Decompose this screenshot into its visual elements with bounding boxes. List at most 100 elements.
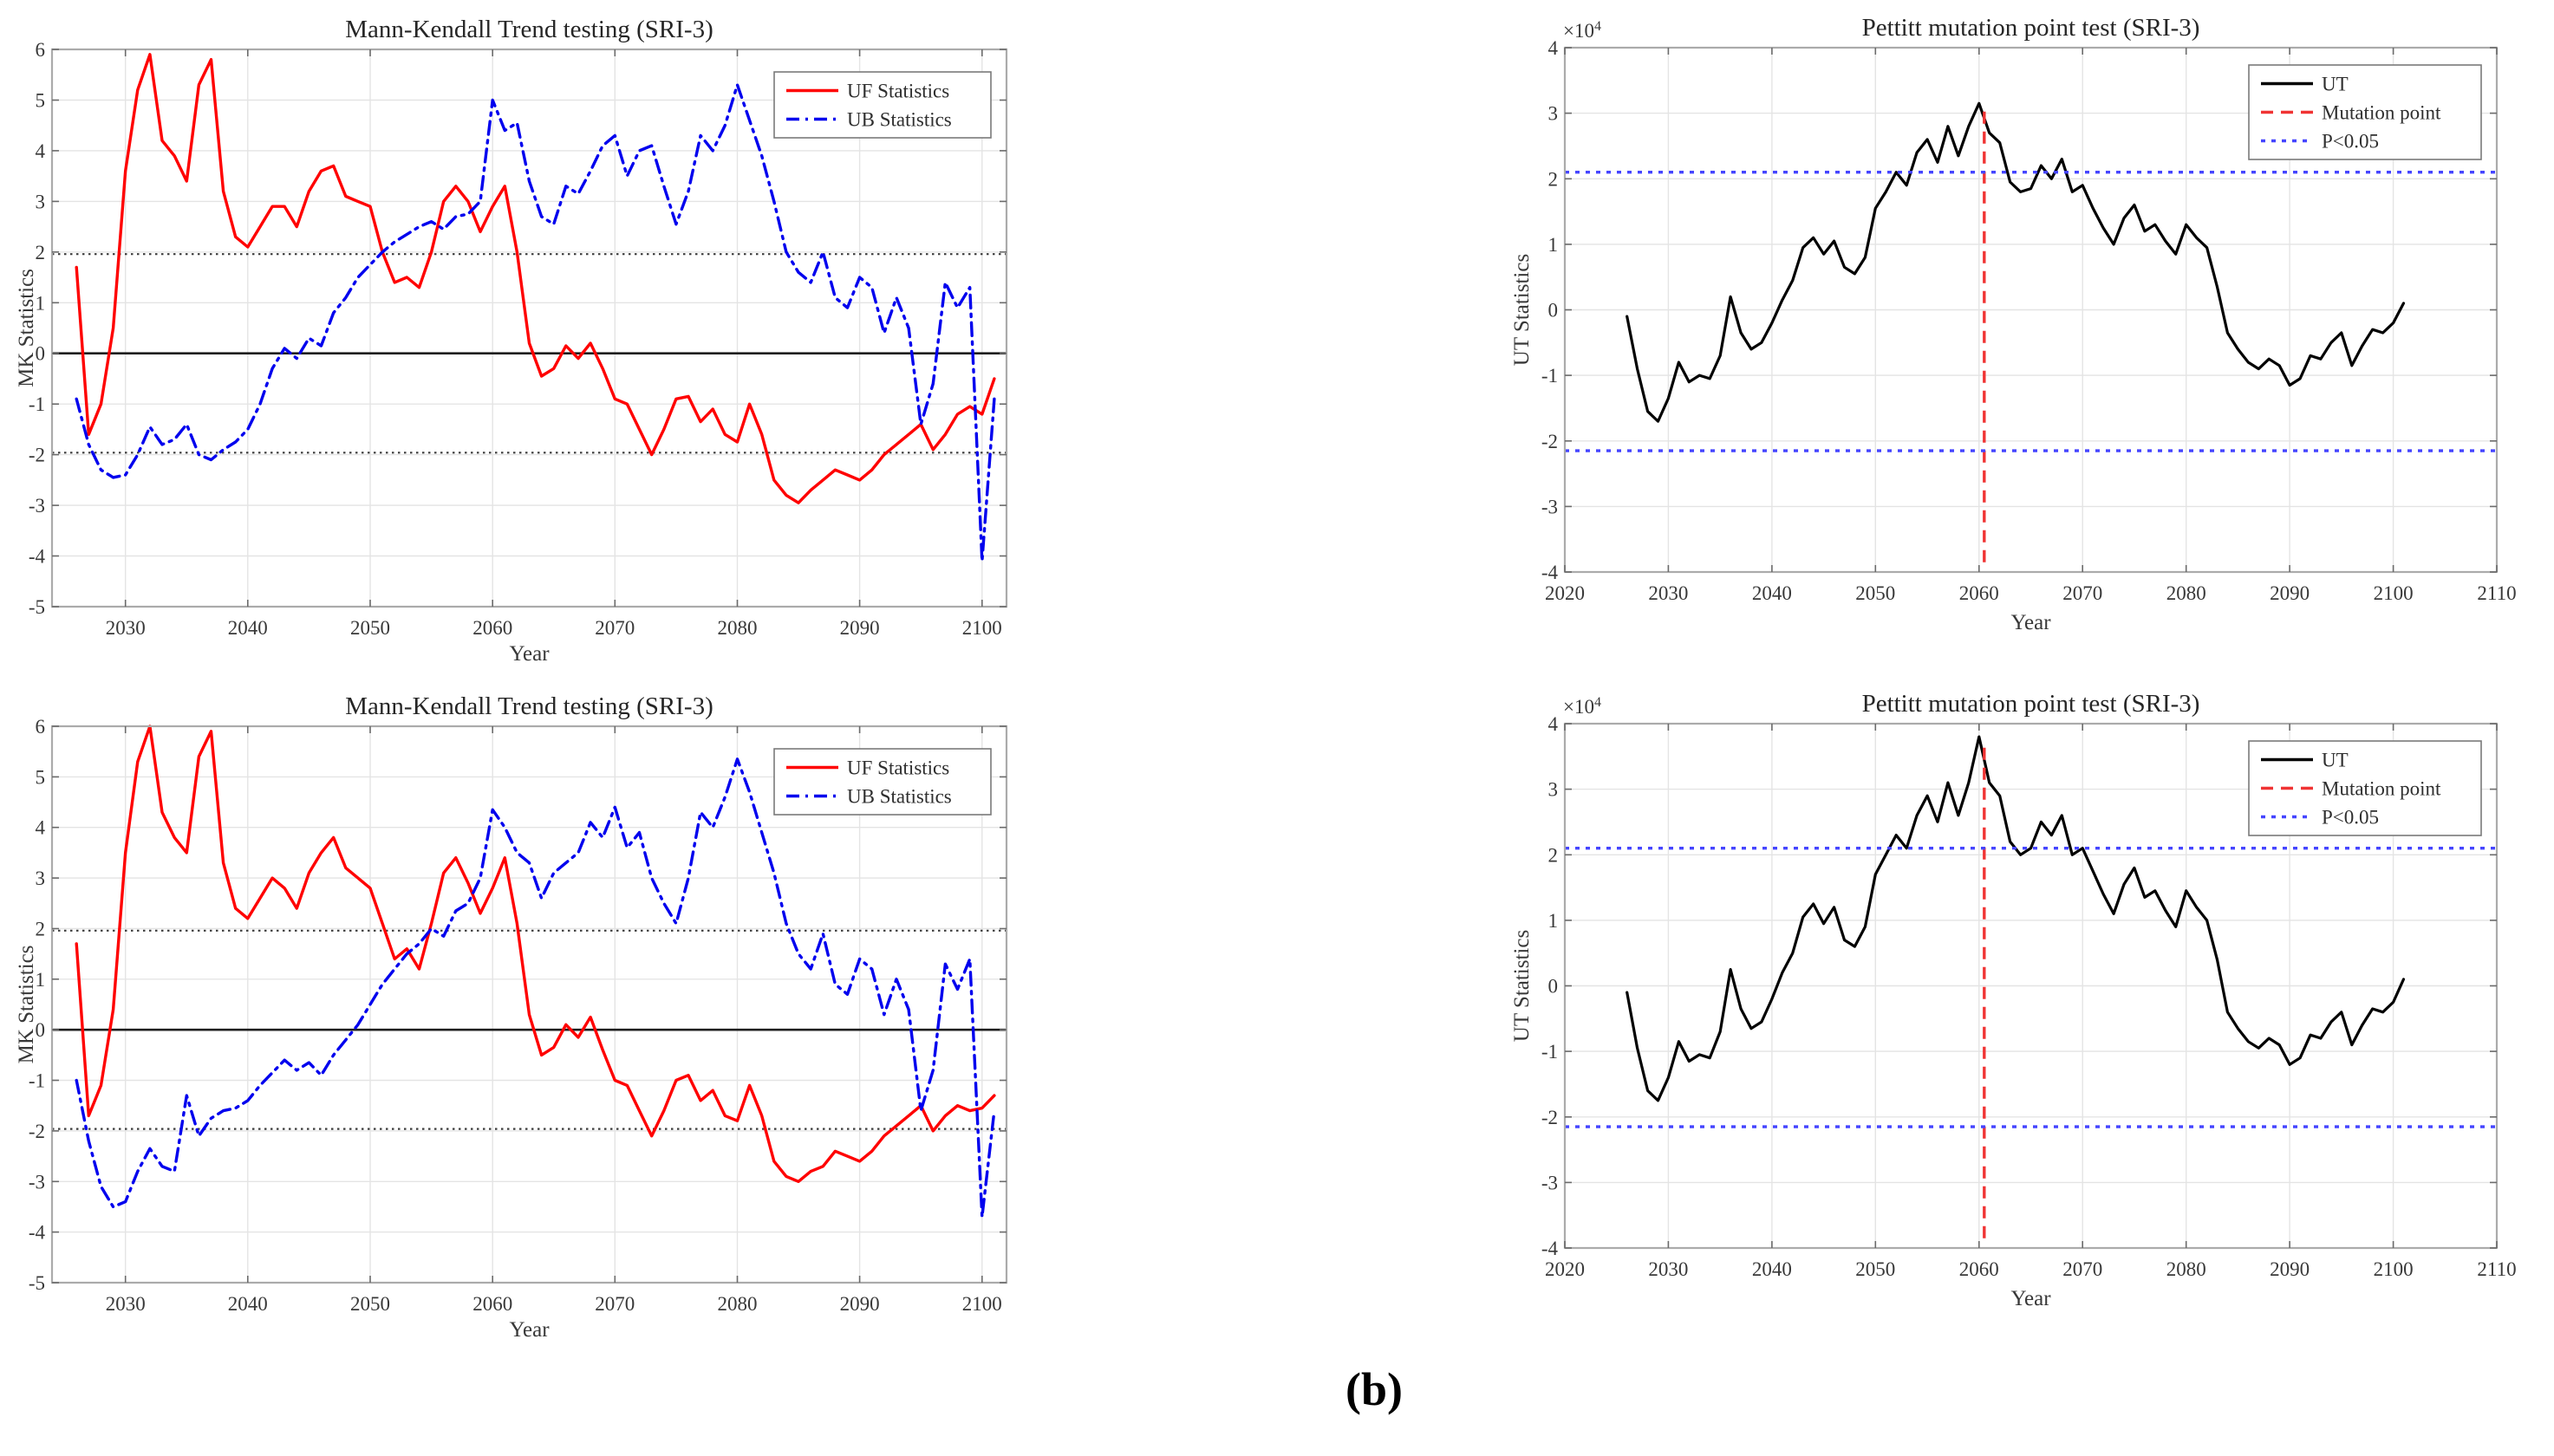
y-tick-label: 6	[36, 39, 46, 61]
y-tick-label: -3	[29, 495, 45, 517]
y-tick-label: 3	[36, 868, 46, 889]
x-axis-label: Year	[509, 642, 550, 666]
x-tick-label: 2060	[472, 617, 512, 639]
x-tick-label: 2080	[718, 617, 758, 639]
y-axis-exponent: ×104	[1563, 695, 1601, 718]
legend-label: P<0.05	[2322, 807, 2379, 829]
y-tick-label: 4	[1548, 37, 1559, 59]
chart-title: Pettitt mutation point test (SRI-3)	[1862, 690, 2200, 718]
y-tick-label: 4	[1548, 713, 1559, 735]
x-tick-label: 2060	[1959, 1258, 1999, 1280]
legend-label: UT	[2322, 74, 2349, 95]
y-tick-label: -4	[1541, 1238, 1559, 1259]
y-tick-label: 0	[36, 343, 46, 365]
x-tick-label: 2080	[2166, 1258, 2206, 1280]
x-tick-label: 2070	[2062, 582, 2102, 604]
x-tick-label: 2020	[1545, 1258, 1585, 1280]
y-tick-label: 2	[36, 919, 46, 940]
x-tick-label: 2040	[228, 617, 268, 639]
legend-label: UB Statistics	[847, 109, 952, 131]
legend-label: Mutation point	[2322, 778, 2441, 800]
legend-label: UT	[2322, 750, 2349, 771]
x-tick-label: 2070	[595, 617, 635, 639]
x-tick-label: 2090	[2270, 1258, 2310, 1280]
x-tick-label: 2100	[962, 617, 1002, 639]
y-axis-label: MK Statistics	[17, 269, 38, 387]
legend-label: UF Statistics	[847, 757, 949, 779]
y-tick-label: -2	[29, 445, 45, 466]
x-tick-label: 2040	[228, 1293, 268, 1315]
x-tick-label: 2050	[1855, 582, 1895, 604]
y-tick-label: -2	[1541, 431, 1558, 452]
y-tick-label: -4	[29, 546, 46, 568]
chart-title: Mann-Kendall Trend testing (SRI-3)	[345, 16, 713, 43]
legend-label: UF Statistics	[847, 81, 949, 102]
y-tick-label: 1	[1548, 910, 1559, 932]
x-axis-label: Year	[509, 1318, 550, 1342]
x-tick-label: 2090	[840, 617, 880, 639]
y-tick-label: -5	[29, 596, 45, 618]
y-tick-label: 1	[36, 292, 46, 314]
ub-statistics-series-line	[75, 757, 996, 1219]
x-tick-label: 2060	[1959, 582, 1999, 604]
y-tick-label: 4	[36, 140, 46, 162]
mann-kendall-bottom-plot: 2030 2040 2050 2060 2070 2080 2090 2100 -5 -4 -3 -2…	[17, 692, 1008, 1342]
chart-title: Pettitt mutation point test (SRI-3)	[1862, 14, 2200, 42]
y-tick-label: 1	[1548, 234, 1559, 256]
y-tick-label: -4	[1541, 562, 1559, 583]
x-tick-label: 2040	[1752, 1258, 1792, 1280]
mann-kendall-top-plot: 2030 2040 2050 2060 2070 2080 2090 2100 -5 -4 -3 -2…	[17, 16, 1008, 666]
y-tick-label: 0	[36, 1019, 46, 1041]
x-tick-label: 2110	[2477, 1258, 2516, 1280]
legend-label: P<0.05	[2322, 131, 2379, 153]
legend-box	[773, 748, 992, 816]
x-tick-label: 2100	[2374, 1258, 2414, 1280]
ut-series-line	[1626, 101, 2406, 423]
y-axis-label: MK Statistics	[17, 946, 38, 1064]
x-tick-label: 2110	[2477, 582, 2516, 604]
y-axis-exponent: ×104	[1563, 19, 1601, 42]
y-tick-label: -3	[1541, 1172, 1558, 1193]
y-tick-label: 0	[1548, 976, 1559, 998]
x-tick-label: 2030	[106, 617, 146, 639]
y-tick-label: 2	[1548, 844, 1559, 866]
chart-pettitt-bottom: 2020 2030 2040 2050 2060 2070 2080 2090 2100 2110…	[1513, 685, 2518, 1313]
x-tick-label: 2040	[1752, 582, 1792, 604]
y-tick-label: 3	[1548, 103, 1559, 125]
y-tick-label: -1	[1541, 1041, 1558, 1063]
y-axis-label: UT Statistics	[1513, 254, 1534, 366]
legend-box	[773, 71, 992, 139]
y-tick-label: 5	[36, 90, 46, 112]
x-tick-label: 2050	[350, 1293, 390, 1315]
x-axis-label: Year	[2010, 1287, 2051, 1310]
x-tick-label: 2070	[2062, 1258, 2102, 1280]
y-tick-label: 0	[1548, 300, 1559, 322]
y-tick-label: 1	[36, 969, 46, 991]
figure-caption: (b)	[1345, 1363, 1403, 1415]
x-tick-label: 2030	[1648, 582, 1688, 604]
y-axis-label: UT Statistics	[1513, 930, 1534, 1042]
plot-border	[50, 48, 1008, 608]
x-tick-label: 2070	[595, 1293, 635, 1315]
y-tick-label: -5	[29, 1272, 45, 1294]
x-axis-label: Year	[2010, 611, 2051, 634]
chart-mann-kendall-top: 2030 2040 2050 2060 2070 2080 2090 2100 -5 -4 -3 -2…	[17, 5, 1014, 681]
x-tick-label: 2090	[840, 1293, 880, 1315]
pettitt-top-plot: 2020 2030 2040 2050 2060 2070 2080 2090 2100 2110…	[1513, 14, 2517, 634]
legend-label: UB Statistics	[847, 786, 952, 808]
x-tick-label: 2080	[718, 1293, 758, 1315]
y-tick-label: -1	[29, 1070, 45, 1092]
uf-statistics-series-line	[75, 725, 996, 1183]
y-tick-label: 6	[36, 716, 46, 738]
legend-label: Mutation point	[2322, 102, 2441, 124]
y-tick-label: -2	[29, 1121, 45, 1142]
y-tick-label: 3	[36, 191, 46, 212]
x-tick-label: 2080	[2166, 582, 2206, 604]
y-tick-label: -4	[29, 1222, 46, 1244]
ub-statistics-series-line	[75, 83, 996, 563]
x-tick-label: 2100	[2374, 582, 2414, 604]
pettitt-bottom-plot: 2020 2030 2040 2050 2060 2070 2080 2090 2100 2110…	[1513, 690, 2517, 1310]
y-tick-label: -1	[1541, 365, 1558, 387]
y-tick-label: -3	[29, 1171, 45, 1193]
